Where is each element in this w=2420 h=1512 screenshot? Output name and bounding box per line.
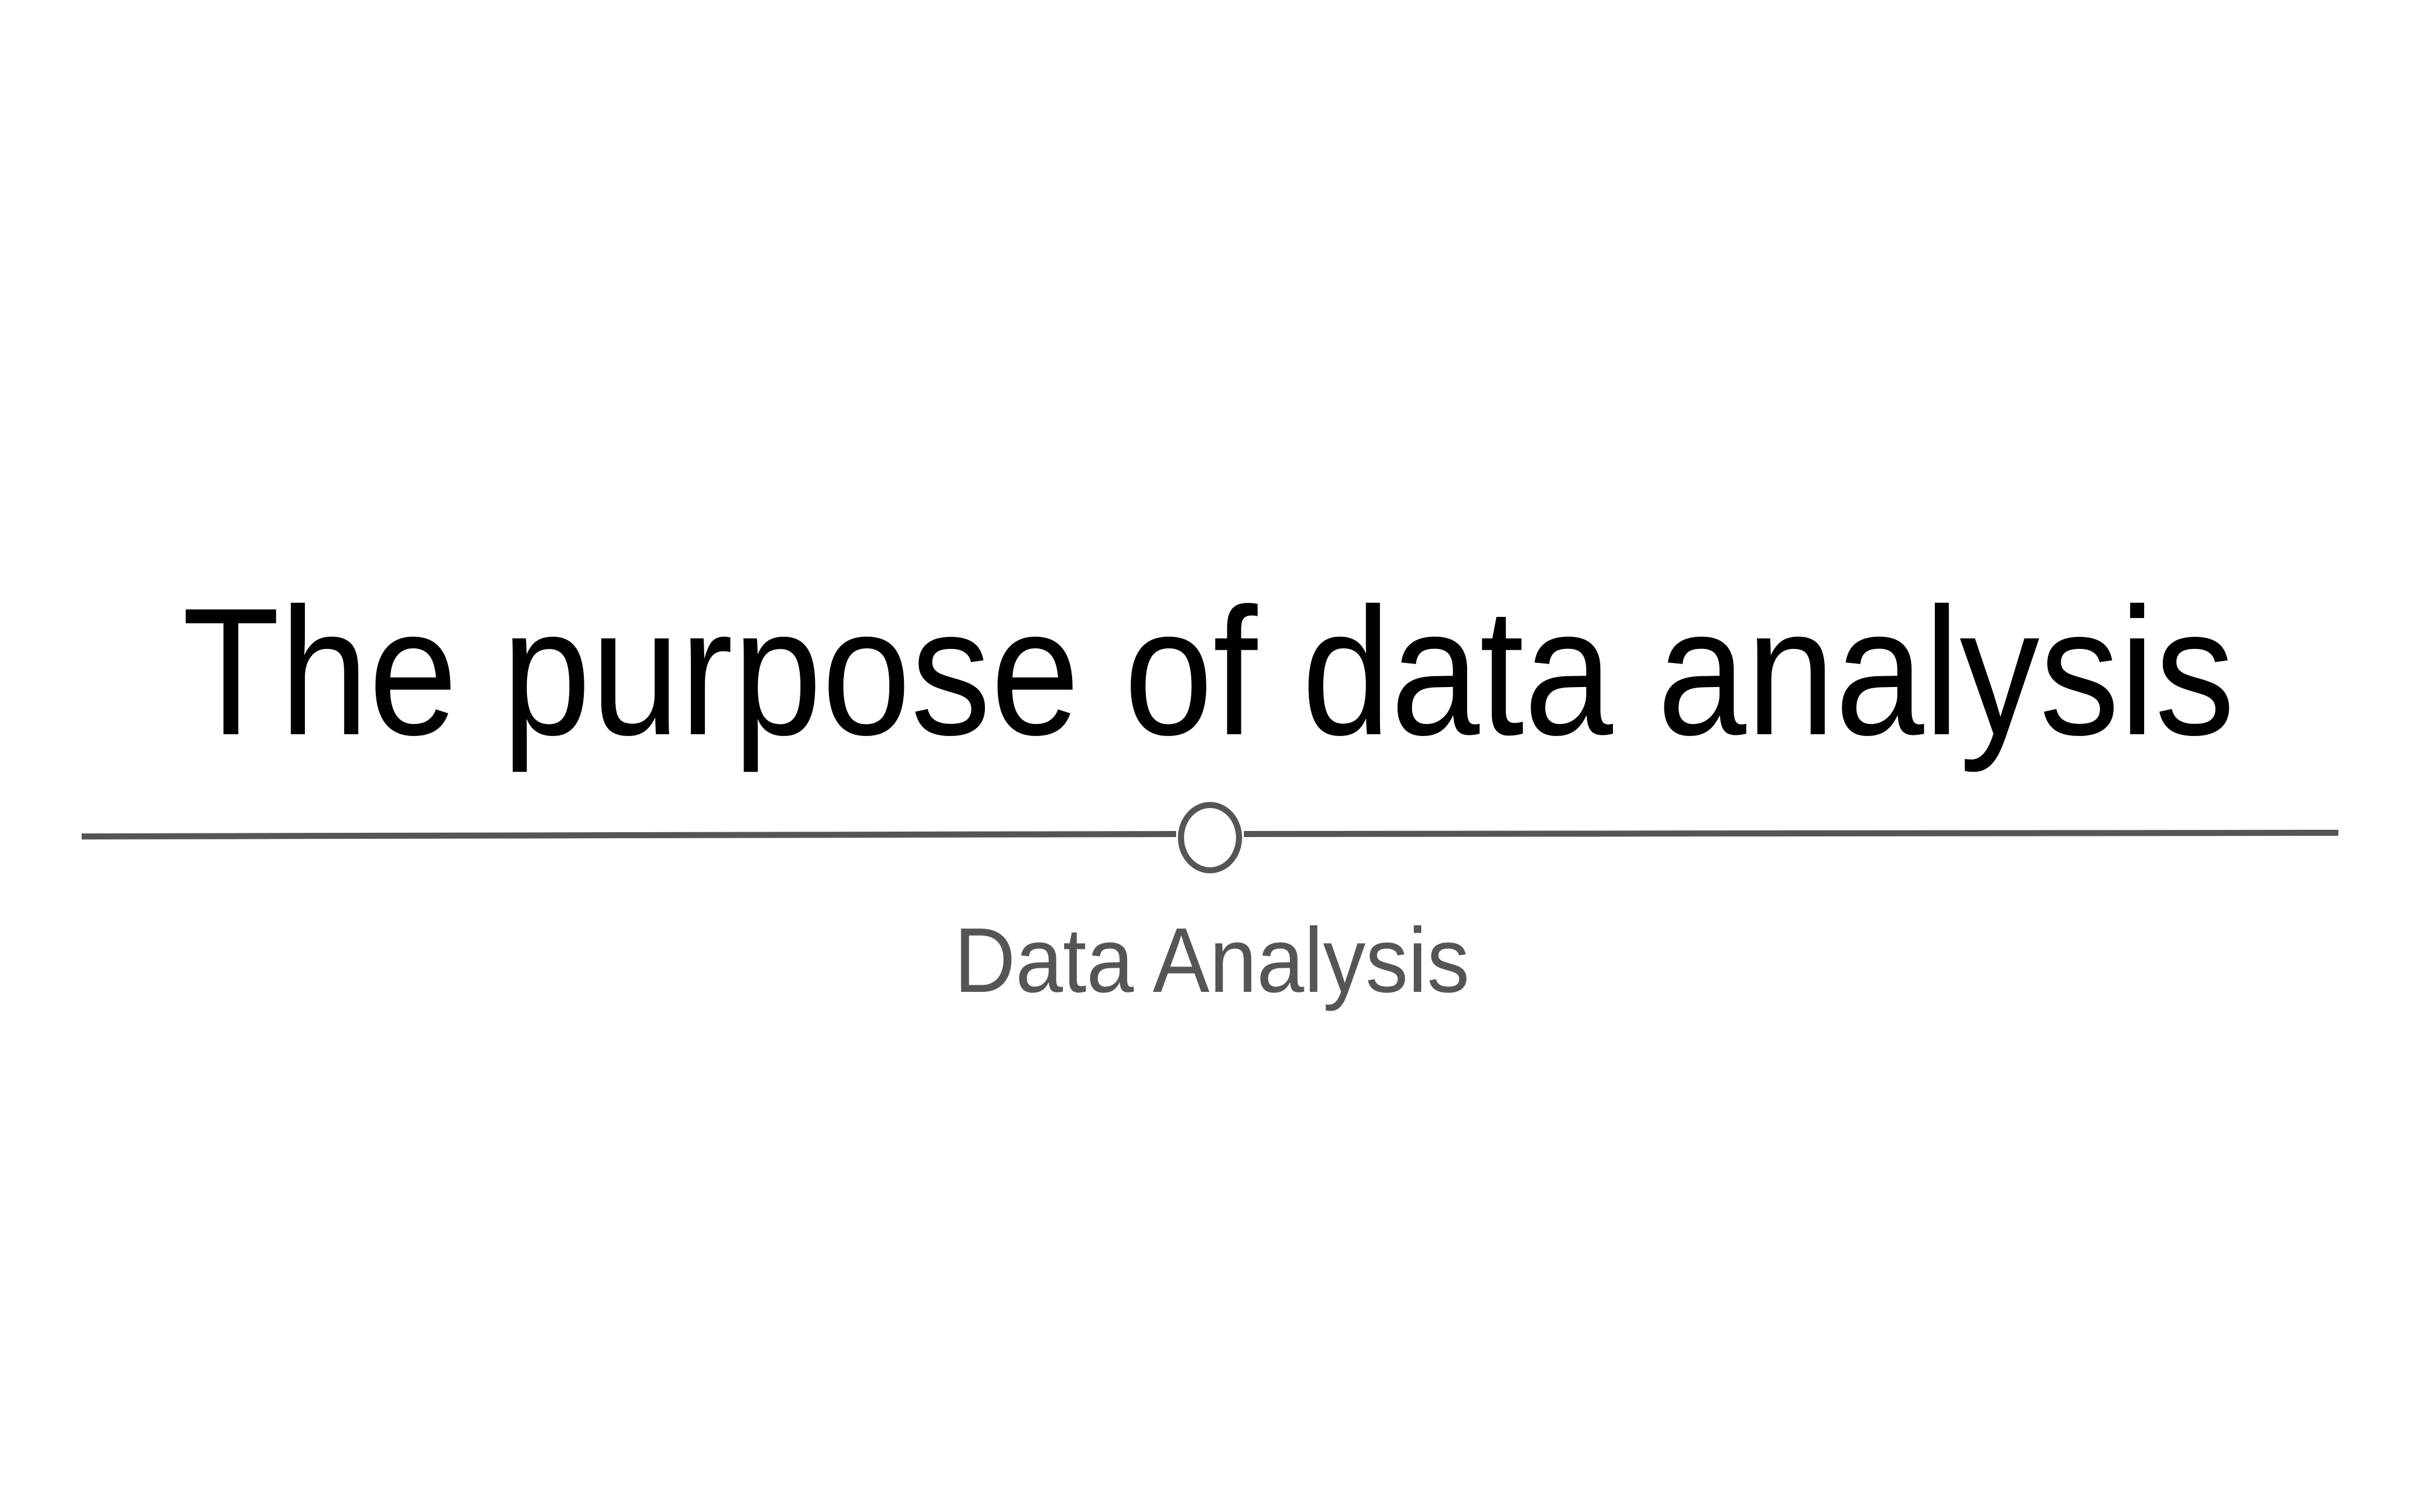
- divider-left: [81, 831, 1177, 839]
- divider-ornament: [1178, 802, 1242, 873]
- slide-title: The purpose of data analysis: [182, 570, 2235, 774]
- slide-subtitle: Data Analysis: [954, 909, 1470, 1012]
- divider-right: [1243, 830, 2339, 837]
